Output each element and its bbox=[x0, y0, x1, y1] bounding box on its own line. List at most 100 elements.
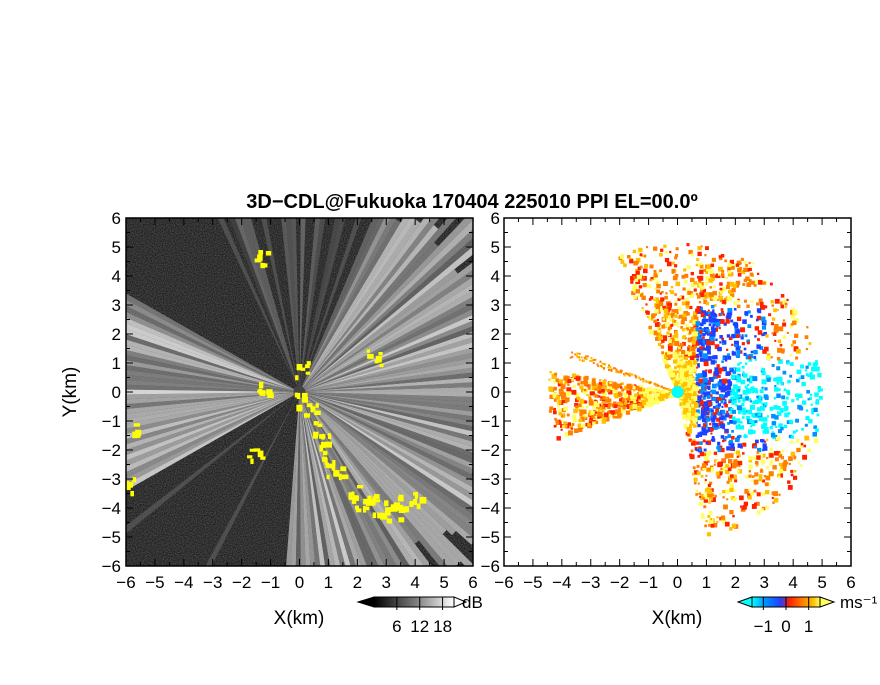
velocity-pixel bbox=[735, 334, 740, 338]
velocity-pixel bbox=[637, 403, 641, 406]
signal-patch bbox=[398, 517, 405, 523]
velocity-pixel bbox=[702, 466, 707, 471]
velocity-pixel bbox=[637, 251, 640, 255]
velocity-pixel bbox=[730, 443, 735, 448]
velocity-pixel bbox=[686, 412, 691, 417]
velocity-pixel bbox=[792, 475, 798, 480]
velocity-pixel bbox=[698, 275, 704, 281]
velocity-pixel bbox=[624, 401, 629, 406]
velocity-pixel bbox=[772, 332, 777, 336]
velocity-pixel bbox=[738, 410, 742, 415]
velocity-pixel bbox=[558, 379, 564, 384]
velocity-pixel bbox=[733, 283, 738, 289]
velocity-pixel bbox=[782, 299, 787, 305]
velocity-pixel bbox=[654, 399, 660, 405]
velocity-pixel bbox=[650, 395, 655, 400]
velocity-pixel bbox=[615, 385, 620, 389]
colorbar-gradient bbox=[373, 596, 455, 608]
velocity-pixel bbox=[705, 407, 710, 412]
velocity-pixel bbox=[634, 393, 638, 397]
velocity-pixel bbox=[732, 514, 735, 518]
velocity-pixel bbox=[734, 343, 738, 347]
intensity-ray bbox=[299, 347, 473, 392]
velocity-pixel bbox=[712, 355, 716, 359]
velocity-pixel bbox=[806, 390, 810, 394]
intensity-ray bbox=[299, 392, 473, 437]
velocity-pixel bbox=[693, 331, 698, 337]
velocity-pixel bbox=[611, 410, 616, 415]
velocity-pixel bbox=[748, 353, 753, 359]
velocity-pixel bbox=[700, 401, 706, 407]
velocity-pixel bbox=[711, 497, 716, 503]
velocity-pixel bbox=[679, 402, 683, 406]
intensity-ray bbox=[205, 392, 300, 566]
velocity-pixel bbox=[801, 381, 806, 387]
intensity-ray bbox=[299, 392, 473, 397]
velocity-pixel bbox=[595, 402, 600, 408]
x-tick-label: −6 bbox=[494, 573, 513, 592]
intensity-ray bbox=[299, 290, 473, 392]
velocity-pixel bbox=[684, 298, 689, 303]
velocity-pixel bbox=[563, 381, 567, 385]
velocity-pixel bbox=[576, 354, 579, 357]
velocity-pixel bbox=[819, 388, 823, 392]
velocity-pixel bbox=[666, 331, 670, 335]
velocity-pixel bbox=[618, 413, 622, 417]
velocity-pixel bbox=[745, 475, 750, 479]
signal-patch bbox=[374, 360, 379, 364]
velocity-pixel bbox=[636, 399, 639, 402]
velocity-pixel bbox=[692, 382, 696, 386]
velocity-pixel bbox=[722, 489, 726, 494]
velocity-pixel bbox=[620, 402, 624, 406]
velocity-pixel bbox=[674, 314, 678, 318]
velocity-pixel bbox=[705, 519, 708, 523]
velocity-pixel bbox=[660, 297, 665, 302]
velocity-pixel bbox=[683, 386, 686, 389]
velocity-pixel bbox=[705, 345, 711, 350]
velocity-pixel bbox=[737, 298, 740, 301]
velocity-pixel bbox=[578, 418, 582, 423]
velocity-pixel bbox=[719, 379, 723, 383]
intensity-ray bbox=[299, 392, 341, 566]
velocity-pixel bbox=[717, 403, 722, 407]
velocity-pixel bbox=[711, 315, 715, 319]
velocity-pixel bbox=[583, 376, 587, 381]
velocity-pixel bbox=[702, 288, 707, 293]
velocity-pixel bbox=[573, 428, 579, 433]
velocity-pixel bbox=[746, 341, 750, 345]
velocity-pixel bbox=[690, 316, 694, 319]
left-axis-ticks bbox=[125, 217, 474, 567]
velocity-pixel bbox=[796, 447, 801, 453]
velocity-pixel bbox=[725, 284, 731, 289]
velocity-pixel bbox=[692, 336, 697, 341]
velocity-pixel bbox=[755, 501, 760, 506]
velocity-pixel bbox=[692, 376, 695, 379]
velocity-pixel bbox=[769, 426, 773, 430]
velocity-pixel bbox=[692, 392, 697, 397]
velocity-pixel bbox=[808, 419, 813, 424]
velocity-pixel bbox=[667, 302, 673, 308]
velocity-pixel bbox=[561, 425, 565, 428]
velocity-pixel bbox=[727, 467, 732, 472]
velocity-pixel bbox=[708, 524, 711, 527]
velocity-pixel bbox=[707, 401, 712, 406]
velocity-pixel bbox=[687, 290, 692, 295]
velocity-pixel bbox=[749, 272, 754, 277]
velocity-pixel bbox=[721, 439, 725, 443]
velocity-pixel bbox=[623, 393, 629, 398]
intensity-ray bbox=[299, 326, 473, 392]
velocity-pixel bbox=[659, 292, 663, 295]
signal-patch bbox=[402, 506, 410, 513]
velocity-pixel bbox=[704, 392, 708, 396]
velocity-pixel bbox=[589, 417, 593, 421]
velocity-pixel bbox=[593, 384, 598, 389]
velocity-pixel bbox=[761, 453, 766, 458]
velocity-pixel bbox=[788, 462, 791, 465]
velocity-pixel bbox=[773, 397, 777, 400]
signal-patch bbox=[351, 491, 355, 496]
velocity-pixel bbox=[724, 401, 727, 404]
velocity-pixel bbox=[583, 381, 588, 386]
velocity-pixel bbox=[773, 497, 779, 503]
velocity-pixel bbox=[651, 313, 656, 318]
intensity-ray bbox=[126, 293, 300, 392]
